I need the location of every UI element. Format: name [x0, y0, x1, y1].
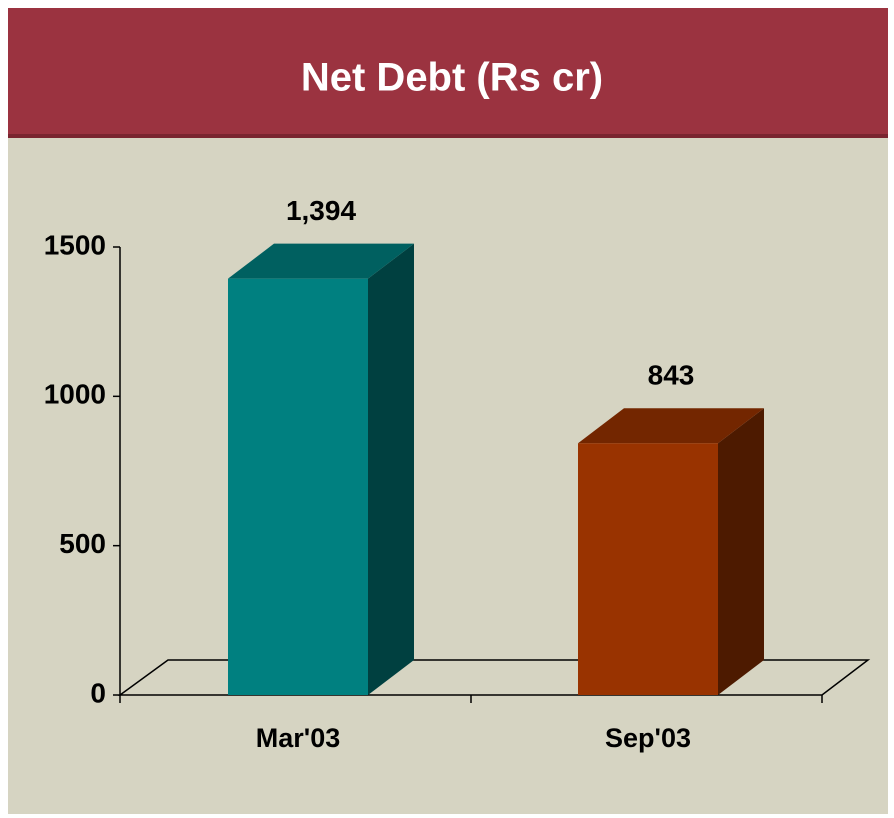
bar [578, 443, 718, 695]
banner-shadow [8, 134, 888, 138]
bar [228, 278, 368, 695]
x-tick-label: Sep'03 [605, 723, 691, 753]
y-tick-label: 500 [59, 528, 106, 559]
bar-top [578, 408, 764, 444]
y-tick-label: 0 [90, 677, 106, 708]
bar-side [718, 408, 764, 695]
title-banner [8, 8, 888, 136]
bar-top [228, 243, 414, 279]
data-label: 1,394 [286, 195, 356, 226]
x-tick-label: Mar'03 [256, 723, 340, 753]
chart-title: Net Debt (Rs cr) [301, 56, 603, 100]
data-label: 843 [648, 360, 695, 391]
y-tick-label: 1000 [44, 379, 106, 410]
y-tick-label: 1500 [44, 229, 106, 260]
bar-side [368, 243, 414, 695]
